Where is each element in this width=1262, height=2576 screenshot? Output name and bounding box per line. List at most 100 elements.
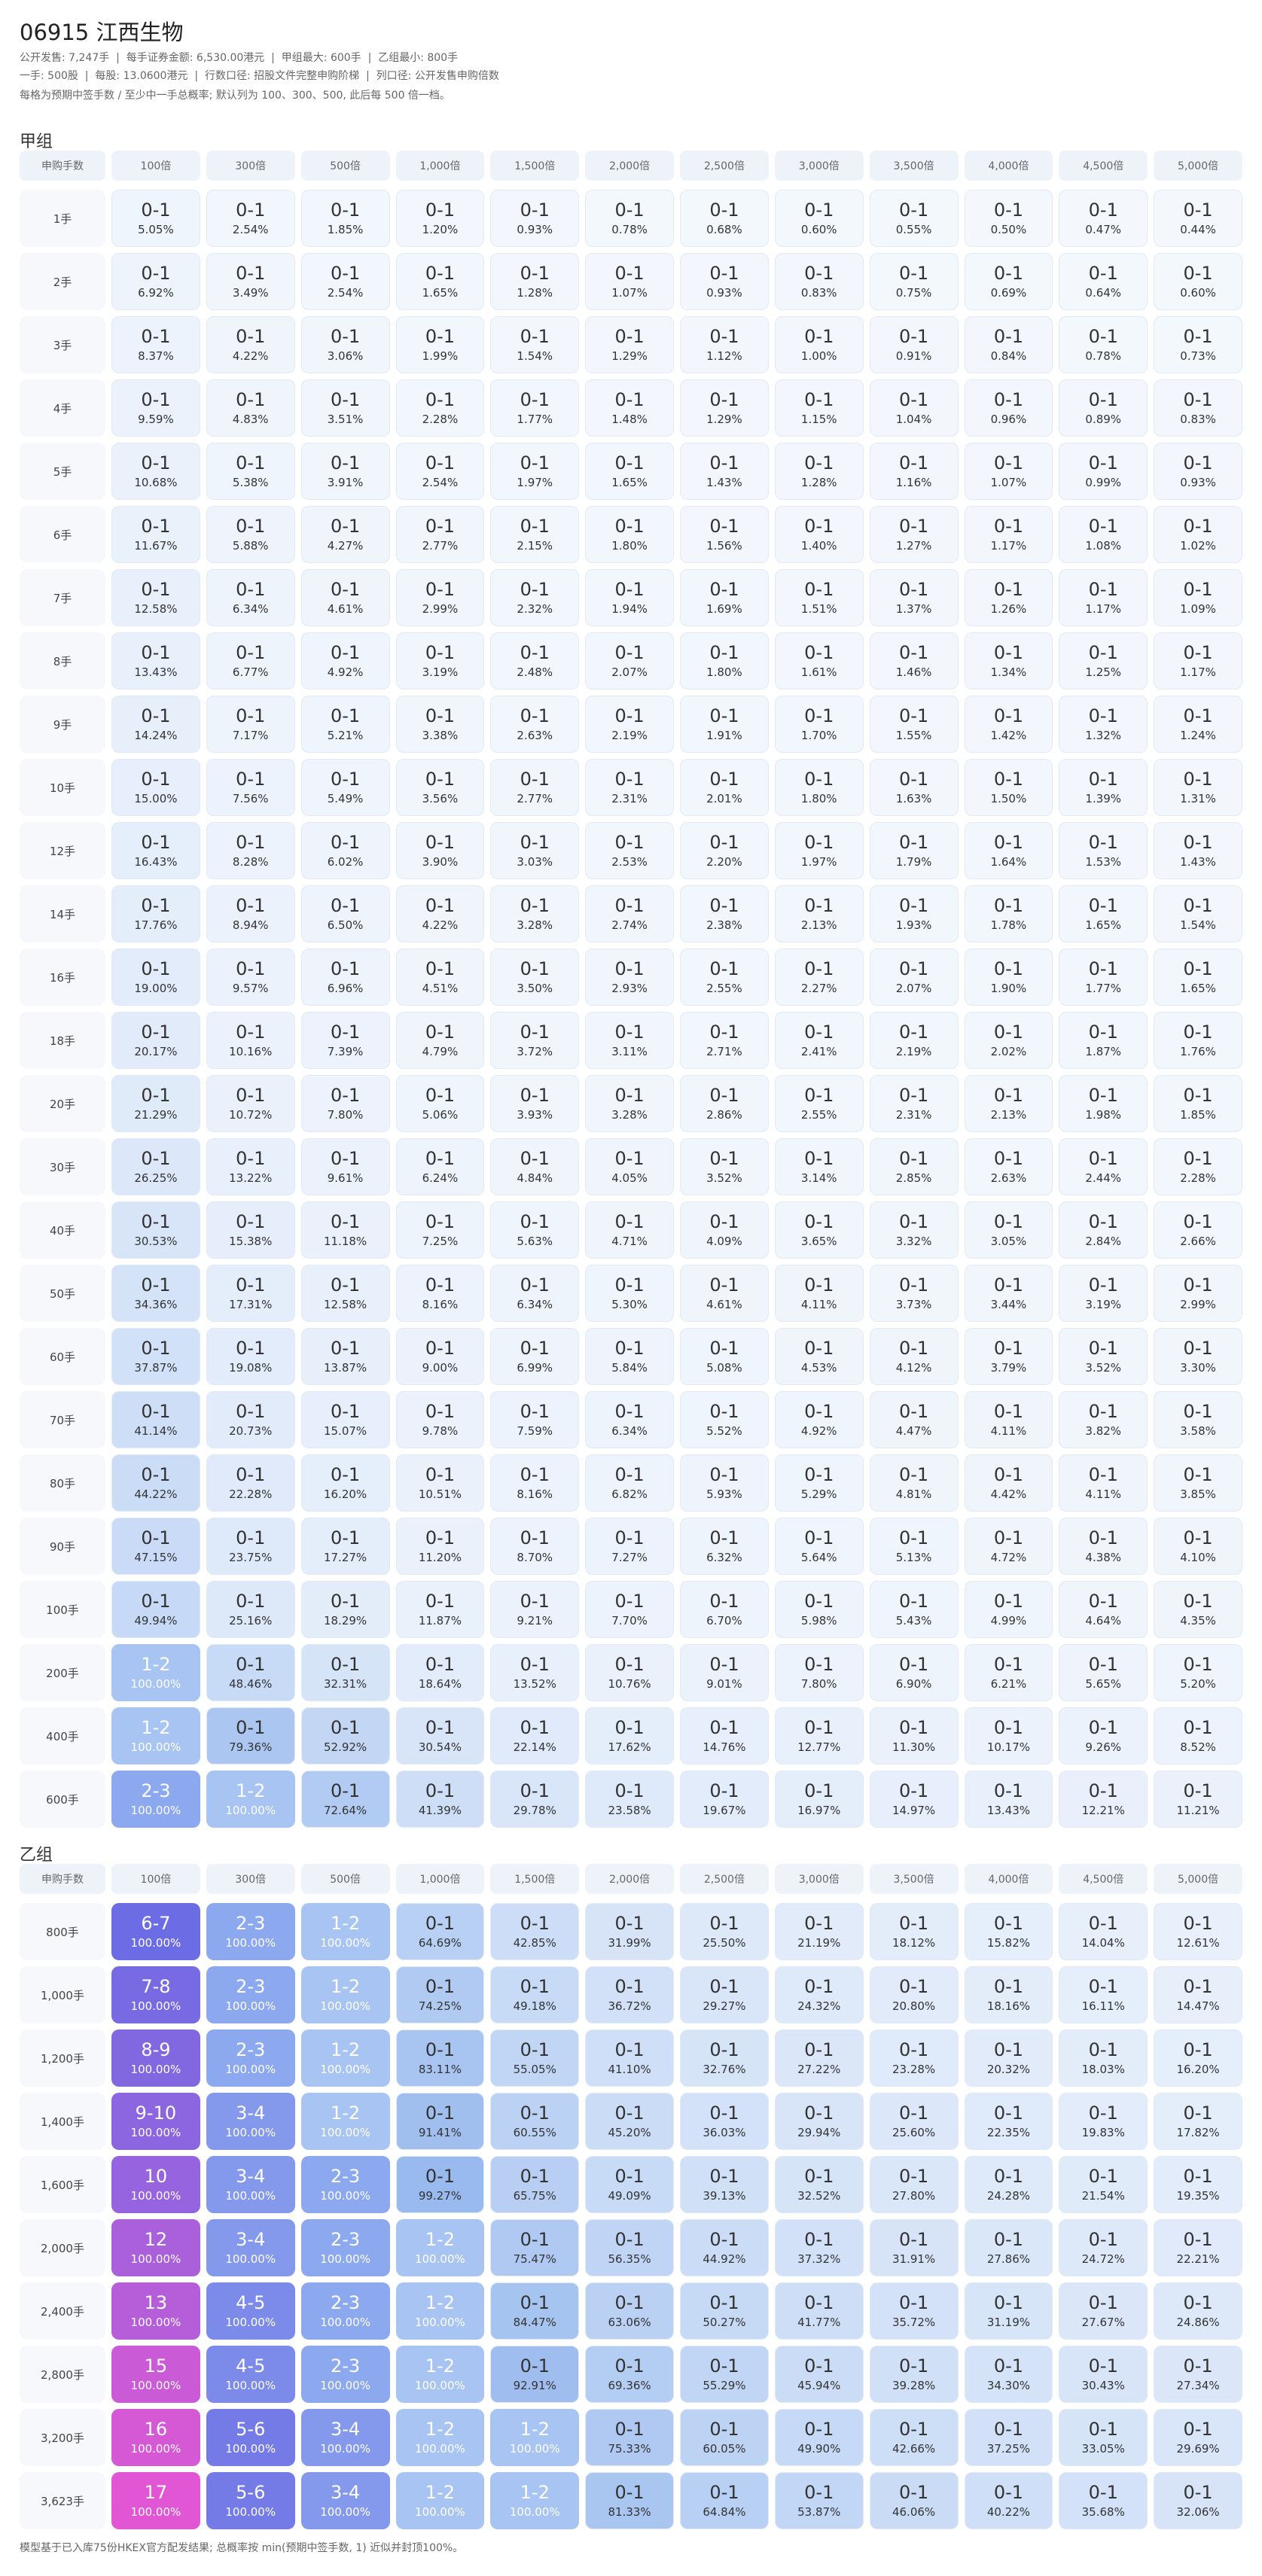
allotment-range: 0-1 <box>520 2229 550 2250</box>
table-cell: 3-4 100.00% <box>206 2156 295 2213</box>
allotment-range: 0-1 <box>141 958 171 979</box>
allotment-range: 0-1 <box>993 958 1024 979</box>
allotment-range: 0-1 <box>804 1464 834 1485</box>
allotment-range: 0-1 <box>993 1717 1024 1738</box>
table-cell: 0-1 18.29% <box>300 1581 390 1638</box>
table-cell: 0-1 19.00% <box>111 948 200 1006</box>
table-cell: 0-1 1.46% <box>869 632 959 690</box>
win-probability: 2.54% <box>422 476 459 489</box>
table-cell: 0-1 32.52% <box>774 2156 864 2213</box>
table-cell: 0-1 11.20% <box>395 1518 485 1575</box>
win-probability: 18.64% <box>418 1677 462 1691</box>
column-header: 4,500倍 <box>1059 151 1148 181</box>
win-probability: 9.01% <box>706 1677 742 1691</box>
table-cell: 0-1 5.06% <box>395 1075 485 1132</box>
win-probability: 4.22% <box>422 918 459 932</box>
row-label: 90手 <box>20 1518 105 1575</box>
table-cell: 0-1 16.20% <box>1154 2029 1242 2087</box>
win-probability: 7.56% <box>232 792 269 805</box>
win-probability: 11.21% <box>1176 1804 1220 1817</box>
table-cell: 0-1 7.80% <box>774 1644 864 1701</box>
table-cell: 0-1 49.90% <box>774 2409 864 2466</box>
allotment-range: 0-1 <box>1088 1591 1118 1612</box>
win-probability: 100.00% <box>320 2442 370 2456</box>
allotment-range: 0-1 <box>330 705 361 726</box>
win-probability: 100.00% <box>225 2505 276 2519</box>
allotment-range: 0-1 <box>1183 1591 1213 1612</box>
win-probability: 2.74% <box>611 918 648 932</box>
table-cell: 0-1 34.36% <box>111 1265 200 1322</box>
win-probability: 1.78% <box>990 918 1027 932</box>
win-probability: 100.00% <box>225 2252 276 2266</box>
win-probability: 14.97% <box>892 1804 936 1817</box>
win-probability: 100.00% <box>225 2379 276 2392</box>
allotment-range: 0-1 <box>330 1211 361 1232</box>
allotment-range: 0-1 <box>1183 389 1213 410</box>
row-label: 2,000手 <box>20 2219 105 2276</box>
win-probability: 1.80% <box>706 665 742 679</box>
allotment-range: 0-1 <box>520 1591 550 1612</box>
table-cell: 0-1 13.22% <box>206 1138 295 1195</box>
row-label: 6手 <box>20 506 105 563</box>
win-probability: 3.93% <box>517 1108 553 1122</box>
table-cell: 0-1 24.32% <box>774 1966 864 2023</box>
allotment-range: 0-1 <box>993 1654 1024 1675</box>
allotment-range: 5-6 <box>236 2419 266 2440</box>
win-probability: 50.27% <box>703 2316 746 2329</box>
allotment-range: 0-1 <box>520 389 550 410</box>
table-cell: 0-1 18.03% <box>1059 2029 1148 2087</box>
win-probability: 20.17% <box>134 1045 178 1058</box>
allotment-range: 0-1 <box>1183 769 1213 790</box>
table-cell: 0-1 2.74% <box>585 885 674 942</box>
win-probability: 27.86% <box>986 2252 1031 2266</box>
allotment-range: 0-1 <box>330 1401 361 1422</box>
table-cell: 0-1 49.18% <box>490 1966 580 2023</box>
table-cell: 2-3 100.00% <box>206 2029 295 2087</box>
win-probability: 1.17% <box>990 539 1027 553</box>
win-probability: 1.85% <box>327 223 364 236</box>
win-probability: 5.93% <box>706 1487 742 1501</box>
win-probability: 24.72% <box>1081 2252 1125 2266</box>
table-cell: 0-1 1.78% <box>964 885 1053 942</box>
table-cell: 0-1 22.21% <box>1154 2219 1242 2276</box>
allotment-range: 0-1 <box>520 2292 550 2313</box>
table-cell: 0-1 1.02% <box>1154 506 1242 563</box>
win-probability: 13.87% <box>323 1361 367 1375</box>
allotment-range: 0-1 <box>236 1717 266 1738</box>
table-cell: 0-1 32.31% <box>300 1644 390 1701</box>
table-cell: 9-10 100.00% <box>111 2093 200 2150</box>
table-cell: 0-1 1.65% <box>1154 948 1242 1006</box>
allotment-range: 0-1 <box>709 832 739 853</box>
table-cell: 0-1 5.43% <box>869 1581 959 1638</box>
win-probability: 100.00% <box>130 2189 181 2203</box>
table-cell: 0-1 30.43% <box>1059 2346 1148 2403</box>
win-probability: 19.35% <box>1176 2189 1220 2203</box>
win-probability: 9.26% <box>1085 1740 1122 1754</box>
table-cell: 0-1 5.65% <box>1059 1644 1148 1701</box>
table-cell: 0-1 3.19% <box>1059 1265 1148 1322</box>
win-probability: 4.12% <box>895 1361 932 1375</box>
table-cell: 0-1 3.56% <box>395 759 485 816</box>
table-cell: 0-1 0.93% <box>1154 443 1242 500</box>
table-cell: 0-1 39.13% <box>680 2156 769 2213</box>
column-header: 500倍 <box>300 151 390 181</box>
table-cell: 0-1 13.43% <box>964 1771 1053 1828</box>
allotment-range: 0-1 <box>1088 1338 1118 1359</box>
allotment-range: 1-2 <box>330 1976 361 1997</box>
win-probability: 3.90% <box>422 855 459 869</box>
allotment-range: 9-10 <box>135 2103 177 2124</box>
win-probability: 1.46% <box>895 665 932 679</box>
table-cell: 0-1 79.36% <box>206 1707 295 1765</box>
table-cell: 2-3 100.00% <box>111 1771 200 1828</box>
table-cell: 0-1 3.51% <box>300 379 390 437</box>
allotment-range: 0-1 <box>236 705 266 726</box>
win-probability: 0.44% <box>1180 223 1216 236</box>
table-cell: 0-1 7.70% <box>585 1581 674 1638</box>
win-probability: 35.68% <box>1081 2505 1125 2519</box>
win-probability: 1.53% <box>1085 855 1122 869</box>
allotment-range: 0-1 <box>993 1913 1024 1934</box>
win-probability: 65.75% <box>513 2189 556 2203</box>
table-cell: 0-1 6.50% <box>300 885 390 942</box>
win-probability: 5.43% <box>895 1614 932 1628</box>
allotment-range: 0-1 <box>1183 2482 1213 2503</box>
